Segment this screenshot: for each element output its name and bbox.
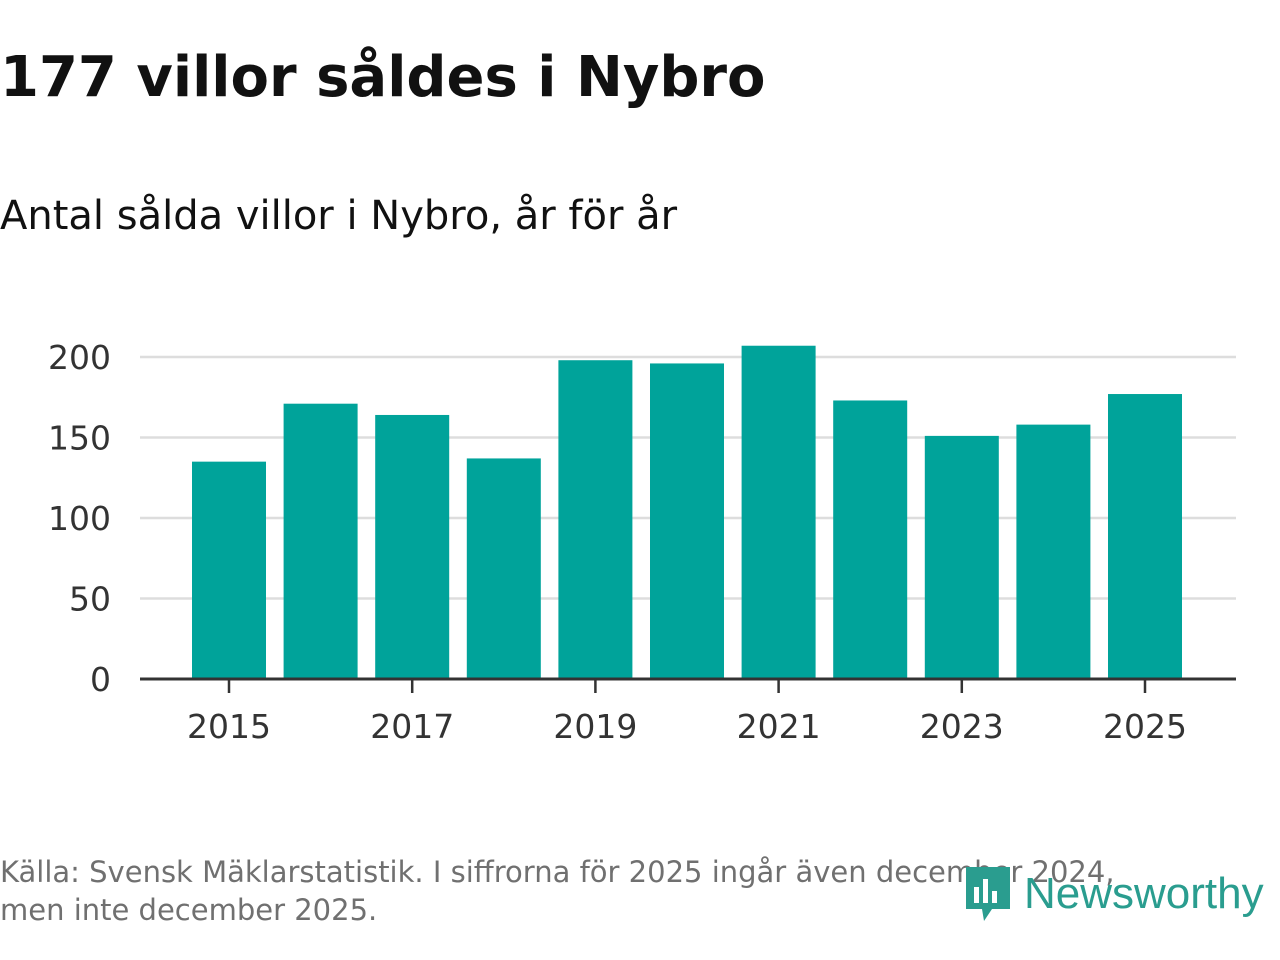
y-tick-label-150: 150	[48, 419, 111, 458]
bar-2015	[192, 461, 266, 679]
chart-subtitle: Antal sålda villor i Nybro, år för år	[0, 193, 678, 239]
bar-2019	[558, 360, 633, 679]
x-tick-label-2025: 2025	[1103, 707, 1187, 746]
newsworthy-logo-text: Newsworthy	[1024, 869, 1264, 918]
x-axis	[140, 677, 1236, 693]
x-axis-tick-labels: 2015 2017 2019 2021 2023 2025	[187, 707, 1187, 746]
bar-2016	[283, 403, 358, 679]
bar-2022	[833, 400, 908, 679]
bar-chart: 0 50 100 150 200 2015 2017 2019 2021 2023 2025	[48, 338, 1236, 746]
source-note-line-1: Källa: Svensk Mäklarstatistik. I siffror…	[0, 855, 1115, 889]
y-tick-label-200: 200	[48, 338, 111, 377]
bar-2021	[741, 345, 816, 679]
y-tick-label-100: 100	[48, 499, 111, 538]
x-tick-label-2015: 2015	[187, 707, 271, 746]
bars	[192, 345, 1182, 679]
bar-2024	[1016, 424, 1091, 679]
bar-2023	[924, 435, 999, 679]
x-tick-label-2021: 2021	[737, 707, 821, 746]
y-tick-label-0: 0	[90, 660, 111, 699]
newsworthy-logo: Newsworthy	[962, 862, 1264, 926]
source-note-line-2: men inte december 2025.	[0, 893, 378, 927]
bar-2017	[375, 414, 450, 679]
source-note: Källa: Svensk Mäklarstatistik. I siffror…	[0, 853, 1240, 929]
x-tick-label-2019: 2019	[553, 707, 637, 746]
bar-2020	[650, 363, 724, 679]
newsworthy-logo-icon	[966, 867, 1010, 921]
bar-2018	[466, 458, 541, 679]
bar-2025	[1108, 394, 1182, 679]
x-tick-label-2017: 2017	[370, 707, 454, 746]
y-axis-tick-labels: 0 50 100 150 200	[48, 338, 111, 699]
chart-title: 177 villor såldes i Nybro	[0, 45, 766, 110]
x-tick-label-2023: 2023	[920, 707, 1004, 746]
y-tick-label-50: 50	[69, 580, 111, 619]
